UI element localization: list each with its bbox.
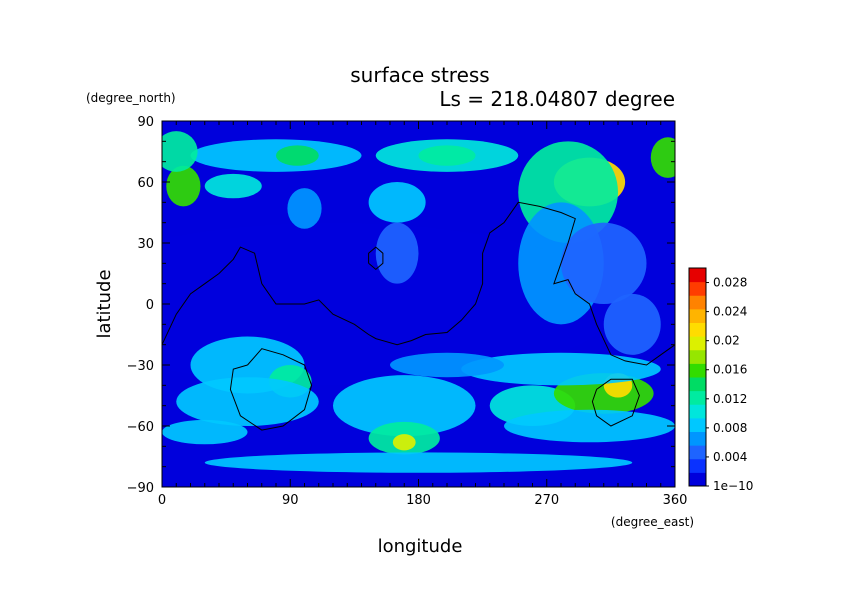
y-axis-label: latitude [94,269,115,338]
colorbar-swatch [689,281,706,296]
colorbar-tick-label: 0.012 [713,392,747,406]
contour-line-0 [162,201,675,366]
heatmap-cell-13 [368,182,426,223]
y-tick-label: 90 [137,115,154,130]
colorbar-tick-label: 0.028 [713,276,747,290]
x-unit-label: (degree_east) [611,515,694,529]
colorbar-tick-label: 0.016 [713,363,747,377]
heatmap-cell-27 [504,409,675,443]
heatmap-cell-21 [392,434,416,451]
colorbar-swatch [689,322,706,337]
x-tick-label: 90 [282,493,299,508]
heatmap-cell-4 [418,145,476,166]
y-tick-labels: 90 60 30 0 −30 −60 −90 [127,115,154,496]
colorbar-swatch [689,363,706,378]
colorbar [688,267,707,487]
x-tick-labels: 0 90 180 270 360 [158,493,688,508]
heatmap-cell-11 [561,222,647,304]
x-tick-label: 270 [534,493,559,508]
y-tick-label: 30 [137,237,154,252]
x-tick-label: 0 [158,493,166,508]
x-axis-label: longitude [378,536,463,557]
contour-line-1 [368,246,384,271]
colorbar-tick-label: 0.02 [713,334,740,348]
heatmap-cell-5 [166,165,201,207]
chart-title: surface stress [350,63,489,87]
heatmap-cell-14 [287,188,322,229]
colorbar-swatch [689,336,706,351]
heatmap-cell-12 [204,173,262,199]
colorbar-tick-label: 1e−10 [713,479,753,493]
x-tick-label: 360 [663,493,688,508]
y-tick-label: −60 [127,420,154,435]
heatmap-cell-28 [390,352,504,378]
colorbar-frame [688,267,707,487]
colorbar-swatch [689,431,706,446]
heatmap-cell-26 [461,352,661,386]
colorbar-swatch [689,472,706,487]
contour-line-3 [591,378,640,427]
contour-lines [162,201,675,431]
colorbar-swatch [689,404,706,419]
y-tick-label: −90 [127,481,154,496]
colorbar-tick-label: 0.024 [713,305,747,319]
x-tick-label: 180 [406,493,431,508]
heatmap-cell-29 [204,452,633,473]
colorbar-tick-labels: 0.028 0.024 0.02 0.016 0.012 0.008 0.004 1e−10 [706,276,753,493]
heatmap-cell-18 [176,377,319,426]
colorbar-swatch [689,377,706,392]
colorbar-swatch [689,308,706,323]
heatmap-cell-15 [375,222,419,284]
colorbar-swatch [689,390,706,405]
contour-line-2 [229,348,313,431]
colorbar-tick-label: 0.004 [713,450,747,464]
heatmap-cell-6 [650,137,675,178]
colorbar-swatch [689,268,706,283]
colorbar-swatch [689,417,706,432]
heatmap-cell-3 [276,145,319,166]
axis-ticks [161,120,676,488]
colorbar-swatch [689,349,706,364]
y-tick-label: −30 [127,359,154,374]
heatmap-cell-22 [162,419,248,445]
y-unit-label: (degree_north) [86,91,176,105]
colorbar-tick-label: 0.008 [713,421,747,435]
chart-subtitle: Ls = 218.04807 degree [439,87,675,111]
y-tick-label: 60 [137,176,154,191]
colorbar-swatch [689,295,706,310]
heatmap-cell-7 [162,131,198,172]
y-tick-label: 0 [146,298,154,313]
colorbar-swatch [689,458,706,473]
heatmap-cell-19 [333,375,476,437]
heatmap-cell-30 [603,293,661,355]
colorbar-swatch [689,445,706,460]
